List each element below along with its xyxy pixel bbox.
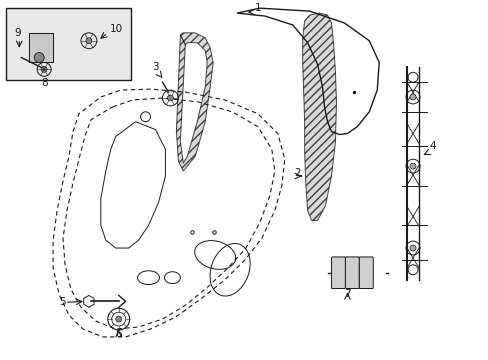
Text: 8: 8	[41, 78, 47, 88]
Bar	[6, 8, 130, 80]
Text: 1: 1	[254, 3, 261, 13]
Text: 2: 2	[294, 168, 301, 178]
Circle shape	[116, 316, 122, 322]
Text: 3: 3	[152, 62, 159, 72]
Polygon shape	[29, 33, 53, 62]
Text: 10: 10	[109, 24, 122, 34]
Circle shape	[41, 66, 47, 72]
Text: 6: 6	[115, 329, 122, 339]
Polygon shape	[302, 13, 336, 220]
Circle shape	[167, 95, 173, 101]
Circle shape	[409, 163, 415, 169]
Text: 9: 9	[14, 28, 21, 38]
Circle shape	[409, 245, 415, 251]
Circle shape	[86, 38, 92, 44]
Circle shape	[34, 53, 44, 62]
Text: 4: 4	[428, 141, 435, 151]
Polygon shape	[176, 33, 213, 171]
Text: 5: 5	[59, 297, 65, 307]
FancyBboxPatch shape	[359, 257, 372, 288]
Text: 7: 7	[344, 289, 350, 300]
FancyBboxPatch shape	[331, 257, 345, 288]
Circle shape	[409, 94, 415, 100]
FancyBboxPatch shape	[345, 257, 359, 288]
